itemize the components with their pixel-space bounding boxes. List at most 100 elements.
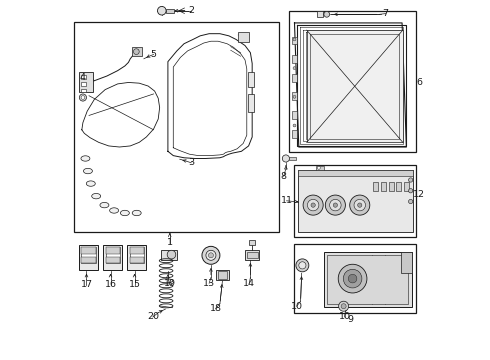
Circle shape [350,195,370,215]
Text: 19: 19 [164,279,176,288]
Bar [247,252,258,258]
Bar [127,244,146,270]
Circle shape [202,246,220,264]
Circle shape [157,6,166,15]
Bar [81,89,87,92]
Circle shape [325,195,345,215]
Bar [79,72,93,92]
Ellipse shape [83,168,93,174]
Ellipse shape [81,156,90,161]
Circle shape [81,96,85,99]
Bar [216,270,229,280]
Text: 1: 1 [167,238,172,247]
Circle shape [318,166,320,169]
Circle shape [409,178,413,182]
Bar [298,170,413,176]
Text: 7: 7 [383,9,389,18]
Bar [292,111,297,119]
Text: 10: 10 [339,312,351,321]
Bar [238,32,248,42]
Bar [292,37,297,44]
Text: 3: 3 [188,158,194,167]
Circle shape [409,189,413,193]
Bar [74,22,279,232]
Bar [298,170,413,232]
Text: 4: 4 [80,73,86,82]
Bar [381,182,386,191]
Bar [294,244,416,313]
Bar [81,82,87,86]
Bar [310,34,399,139]
Text: 11: 11 [281,196,293,205]
Bar [292,130,297,138]
Text: 17: 17 [80,280,93,289]
Bar [105,247,120,263]
Text: 20: 20 [147,312,159,321]
Circle shape [299,262,306,269]
Circle shape [343,269,362,288]
Bar [316,166,324,170]
Circle shape [307,199,319,211]
Bar [404,182,409,191]
Bar [218,271,227,279]
Text: 12: 12 [413,190,425,199]
Circle shape [282,155,290,162]
Bar [103,244,122,270]
Bar [396,182,401,191]
Bar [248,94,254,112]
Bar [81,75,87,79]
Bar [166,9,174,13]
Circle shape [354,199,366,211]
Circle shape [324,12,330,17]
Circle shape [133,49,139,54]
Text: 13: 13 [203,279,215,288]
Bar [248,72,254,87]
Bar [132,47,142,56]
Circle shape [293,124,296,127]
Ellipse shape [86,181,95,186]
Text: 14: 14 [244,279,255,288]
Bar [290,157,296,160]
Bar [373,182,378,191]
Text: 15: 15 [128,280,141,289]
Circle shape [333,203,338,207]
Text: 9: 9 [347,315,353,324]
Bar [294,165,416,237]
Circle shape [409,199,413,204]
Circle shape [167,250,176,259]
Bar [79,244,98,270]
Text: 8: 8 [281,172,287,181]
Circle shape [303,195,323,215]
Circle shape [79,94,87,101]
Circle shape [293,95,296,98]
Text: 10: 10 [291,302,303,311]
Bar [327,255,408,304]
Bar [129,257,144,263]
Bar [249,240,255,245]
Circle shape [293,38,296,41]
Ellipse shape [92,193,100,199]
Circle shape [293,67,296,69]
Bar [292,74,297,82]
Text: 5: 5 [150,50,156,59]
Text: 18: 18 [210,304,221,313]
Bar [389,182,393,191]
Circle shape [341,304,346,309]
Circle shape [338,264,367,293]
Bar [129,247,144,263]
Bar [289,11,416,152]
Bar [324,252,412,307]
Bar [307,30,403,142]
Circle shape [296,259,309,272]
Ellipse shape [110,208,119,213]
Text: 6: 6 [416,78,422,87]
Bar [292,93,297,100]
Bar [129,247,144,254]
Ellipse shape [132,210,141,216]
Text: 2: 2 [188,6,194,15]
Ellipse shape [100,202,109,208]
Circle shape [311,203,315,207]
Bar [81,257,96,263]
Circle shape [208,253,214,258]
Circle shape [339,301,349,311]
